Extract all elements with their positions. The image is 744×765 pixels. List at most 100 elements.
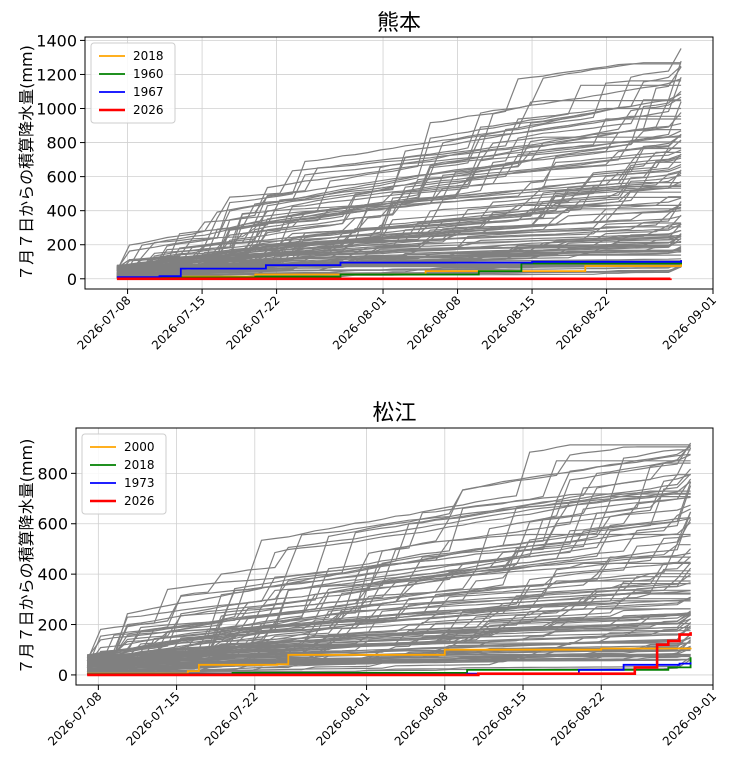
chart-title: 熊本 [377,11,421,36]
background-lines [116,48,682,280]
other-year-line [87,478,692,660]
background-lines [86,442,692,676]
y-axis-label: ７月７日からの積算降水量(mm) [17,45,36,281]
y-tick-label: 1000 [36,100,77,119]
x-tick-label: 2026-09-01 [660,293,719,352]
legend-label: 1960 [133,67,164,81]
legend: 2018 1960 1967 2026 [90,42,176,124]
other-year-line [87,473,692,672]
x-tick-label: 2026-07-15 [149,293,208,352]
y-axis-label: ７月７日からの積算降水量(mm) [17,439,36,675]
x-ticks: 2026-07-08 2026-07-15 2026-07-22 2026-08-01… [74,289,719,352]
series-line-1967 [116,260,682,278]
other-year-line [116,80,682,270]
y-tick-label: 800 [46,134,77,153]
other-year-line [87,462,691,656]
other-year-line [87,552,691,663]
legend-box [81,433,167,515]
other-year-line [116,250,682,275]
x-tick-label: 2026-08-15 [479,293,538,352]
other-year-line [86,608,691,665]
plot-frame [75,427,714,686]
other-year-line [116,201,682,280]
other-year-line [87,468,692,659]
x-tick-label: 2026-07-22 [223,293,282,352]
y-tick-label: 1200 [36,65,77,84]
plot-frame [84,36,714,290]
other-year-line [86,496,691,662]
y-ticks: 0 200 400 600 800 [37,464,76,685]
chart-title: 松江 [372,401,416,426]
other-year-line [116,133,682,267]
highlight-series [116,260,682,281]
x-ticks: 2026-07-08 2026-07-15 2026-07-22 2026-08-01… [45,685,719,748]
y-tick-label: 200 [46,236,77,255]
y-tick-label: 200 [37,616,68,635]
legend-label: 2000 [124,440,155,454]
other-year-line [87,658,691,666]
other-year-line [116,240,682,279]
other-year-line [87,496,691,659]
other-year-line [87,573,691,671]
y-tick-label: 600 [37,515,68,534]
y-tick-label: 600 [46,168,77,187]
x-tick-label: 2026-08-08 [404,293,463,352]
other-year-line [87,647,691,668]
other-year-line [87,646,691,669]
series-line-2026 [87,632,692,677]
other-year-line [116,149,682,275]
x-tick-label: 2026-07-22 [202,689,261,748]
other-year-line [87,446,691,670]
legend-box [90,42,176,124]
x-tick-label: 2026-08-15 [470,689,529,748]
legend-label: 2026 [124,494,155,508]
y-tick-label: 400 [46,202,77,221]
x-tick-label: 2026-08-01 [330,293,389,352]
x-tick-label: 2026-07-08 [74,293,133,352]
y-tick-label: 0 [67,270,77,289]
other-year-line [116,129,682,269]
other-year-line [87,633,691,667]
other-year-line [87,562,691,659]
other-year-line [86,492,691,675]
other-year-line [116,151,682,270]
other-year-line [87,447,692,674]
x-tick-label: 2026-08-08 [392,689,451,748]
other-year-line [116,196,682,274]
other-year-line [116,112,682,277]
y-tick-label: 0 [58,666,68,685]
highlight-series [87,632,692,677]
y-tick-label: 1400 [36,31,77,50]
other-year-line [116,136,682,267]
x-tick-label: 2026-09-01 [660,689,719,748]
legend: 2000 2018 1973 2026 [81,433,167,515]
other-year-line [87,618,691,663]
x-tick-label: 2026-08-22 [553,293,612,352]
series-line-1960 [116,260,682,279]
legend-label: 1973 [124,476,155,490]
other-year-line [116,235,682,277]
legend-label: 1967 [133,85,164,99]
legend-label: 2018 [133,49,164,63]
x-tick-label: 2026-07-15 [123,689,182,748]
y-tick-label: 800 [37,464,68,483]
y-tick-label: 400 [37,565,68,584]
x-tick-label: 2026-08-01 [313,689,372,748]
x-tick-label: 2026-07-08 [45,689,104,748]
other-year-line [86,485,692,667]
other-year-line [116,155,682,276]
legend-label: 2026 [133,103,164,117]
other-year-line [87,454,691,665]
other-year-line [87,562,692,674]
y-ticks: 0 200 400 600 800 1000 1200 1400 [36,31,85,289]
other-year-line [87,481,691,662]
series-line-2000 [87,647,692,675]
legend-label: 2018 [124,458,155,472]
other-year-line [87,622,691,659]
other-year-line [116,141,682,274]
other-year-line [87,598,691,663]
other-year-line [116,182,682,279]
